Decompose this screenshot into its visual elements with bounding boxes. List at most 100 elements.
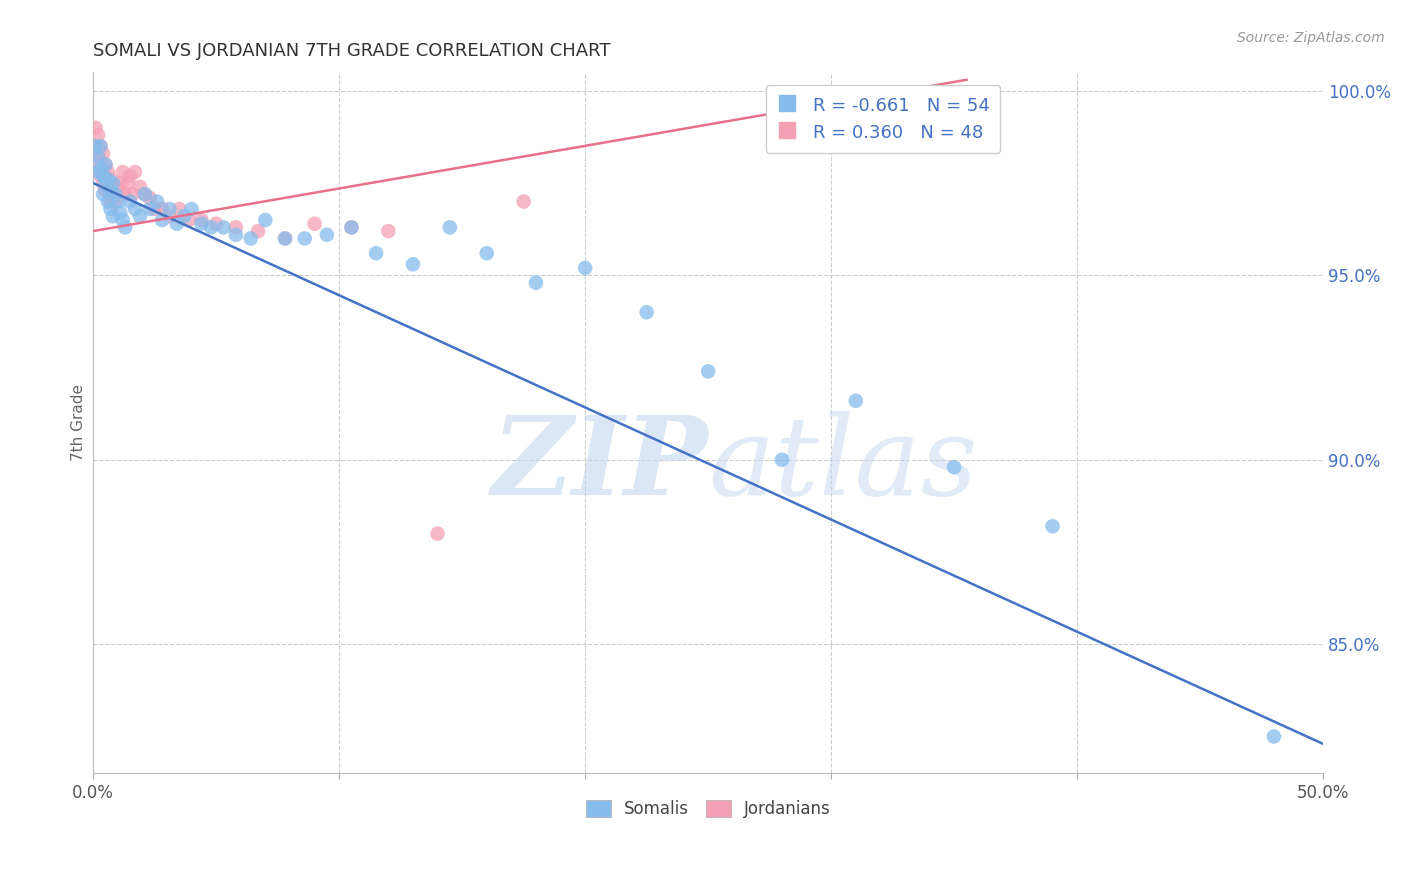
Point bbox=[377, 224, 399, 238]
Y-axis label: 7th Grade: 7th Grade bbox=[72, 384, 86, 461]
Point bbox=[129, 210, 152, 224]
Point bbox=[166, 217, 188, 231]
Point bbox=[304, 217, 326, 231]
Point bbox=[117, 176, 139, 190]
Point bbox=[90, 139, 112, 153]
Legend: Somalis, Jordanians: Somalis, Jordanians bbox=[579, 793, 838, 825]
Point bbox=[179, 213, 201, 227]
Point bbox=[159, 210, 181, 224]
Text: atlas: atlas bbox=[709, 411, 977, 519]
Point bbox=[97, 165, 120, 179]
Point bbox=[190, 213, 212, 227]
Point bbox=[101, 210, 124, 224]
Point bbox=[636, 305, 658, 319]
Text: SOMALI VS JORDANIAN 7TH GRADE CORRELATION CHART: SOMALI VS JORDANIAN 7TH GRADE CORRELATIO… bbox=[93, 42, 610, 60]
Point bbox=[111, 165, 134, 179]
Point bbox=[111, 213, 134, 227]
Point bbox=[104, 194, 127, 209]
Point bbox=[146, 194, 169, 209]
Point bbox=[364, 246, 387, 260]
Point bbox=[134, 187, 156, 202]
Point bbox=[254, 213, 277, 227]
Point bbox=[770, 452, 793, 467]
Point bbox=[107, 184, 129, 198]
Point bbox=[110, 176, 132, 190]
Point bbox=[120, 169, 142, 183]
Point bbox=[110, 205, 132, 219]
Point bbox=[90, 139, 112, 153]
Point bbox=[180, 202, 202, 216]
Point bbox=[120, 194, 142, 209]
Point bbox=[246, 224, 269, 238]
Point bbox=[94, 158, 117, 172]
Point bbox=[100, 172, 122, 186]
Point bbox=[97, 194, 120, 209]
Point bbox=[225, 220, 247, 235]
Point bbox=[87, 165, 110, 179]
Point bbox=[84, 139, 107, 153]
Point bbox=[845, 393, 868, 408]
Point bbox=[274, 231, 297, 245]
Point bbox=[294, 231, 316, 245]
Point bbox=[943, 460, 966, 475]
Point bbox=[100, 194, 122, 209]
Point bbox=[124, 165, 146, 179]
Point bbox=[91, 169, 114, 183]
Point bbox=[134, 187, 156, 202]
Point bbox=[101, 176, 124, 190]
Point bbox=[114, 187, 136, 202]
Point bbox=[101, 176, 124, 190]
Point bbox=[94, 158, 117, 172]
Point bbox=[87, 150, 110, 164]
Point bbox=[225, 227, 247, 242]
Point bbox=[205, 217, 228, 231]
Point bbox=[1263, 730, 1285, 744]
Point bbox=[697, 364, 720, 378]
Point bbox=[114, 220, 136, 235]
Point bbox=[239, 231, 262, 245]
Point bbox=[121, 187, 143, 202]
Point bbox=[91, 165, 114, 179]
Point bbox=[91, 176, 114, 190]
Point bbox=[90, 158, 112, 172]
Point bbox=[87, 128, 110, 143]
Text: ZIP: ZIP bbox=[492, 411, 709, 519]
Point bbox=[90, 169, 112, 183]
Point bbox=[475, 246, 498, 260]
Point bbox=[143, 202, 166, 216]
Point bbox=[129, 179, 152, 194]
Point bbox=[94, 176, 117, 190]
Point bbox=[190, 217, 212, 231]
Point bbox=[173, 210, 195, 224]
Text: Source: ZipAtlas.com: Source: ZipAtlas.com bbox=[1237, 31, 1385, 45]
Point bbox=[1042, 519, 1064, 533]
Point bbox=[139, 202, 162, 216]
Point bbox=[315, 227, 337, 242]
Point bbox=[402, 257, 425, 271]
Point bbox=[100, 187, 122, 202]
Point bbox=[91, 146, 114, 161]
Point bbox=[94, 184, 117, 198]
Point bbox=[150, 202, 173, 216]
Point bbox=[100, 202, 122, 216]
Point bbox=[94, 172, 117, 186]
Point bbox=[274, 231, 297, 245]
Point bbox=[340, 220, 363, 235]
Point bbox=[139, 191, 162, 205]
Point bbox=[84, 120, 107, 135]
Point bbox=[169, 202, 191, 216]
Point bbox=[212, 220, 235, 235]
Point bbox=[104, 187, 127, 202]
Point bbox=[104, 179, 127, 194]
Point bbox=[101, 191, 124, 205]
Point bbox=[150, 213, 173, 227]
Point bbox=[512, 194, 534, 209]
Point bbox=[91, 187, 114, 202]
Point bbox=[439, 220, 461, 235]
Point bbox=[574, 260, 596, 275]
Point bbox=[97, 172, 120, 186]
Point bbox=[107, 194, 129, 209]
Point bbox=[87, 146, 110, 161]
Point bbox=[524, 276, 547, 290]
Point bbox=[426, 526, 449, 541]
